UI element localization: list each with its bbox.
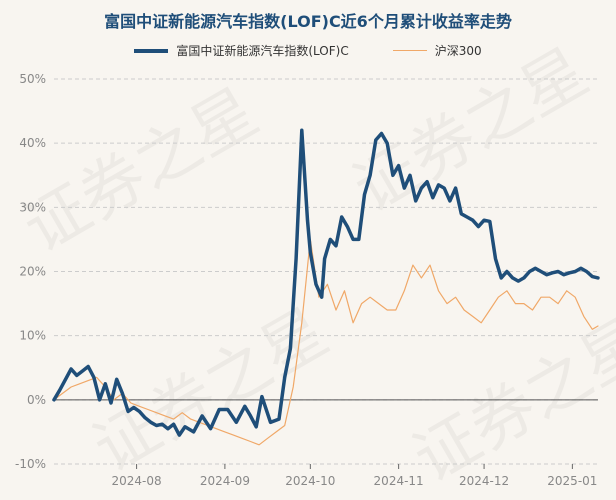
legend-item-fund: 富国中证新能源汽车指数(LOF)C — [134, 42, 349, 59]
y-tick-label: 0% — [27, 393, 46, 407]
legend-item-index: 沪深300 — [392, 42, 482, 59]
y-tick-label: 10% — [19, 329, 46, 343]
x-tick-label: 2024-11 — [374, 474, 424, 488]
legend-swatch-fund — [134, 48, 169, 53]
legend-swatch-index — [392, 49, 427, 52]
chart-title: 富国中证新能源汽车指数(LOF)C近6个月累计收益率走势 — [104, 12, 512, 31]
legend-label-index: 沪深300 — [434, 44, 482, 58]
y-tick-label: 20% — [19, 265, 46, 279]
x-tick-label: 2024-12 — [459, 474, 509, 488]
y-tick-label: 50% — [19, 72, 46, 86]
legend-label-fund: 富国中证新能源汽车指数(LOF)C — [176, 44, 349, 58]
legend: 富国中证新能源汽车指数(LOF)C 沪深300 — [0, 42, 616, 59]
series-line-index — [53, 238, 599, 446]
x-tick-label: 2024-09 — [200, 474, 250, 488]
y-tick-label: 30% — [19, 200, 46, 214]
y-tick-label: -10% — [15, 457, 46, 471]
x-tick-label: 2024-08 — [112, 474, 162, 488]
x-tick-label: 2024-10 — [285, 474, 335, 488]
x-tick-label: 2025-01 — [547, 474, 597, 488]
y-tick-label: 40% — [19, 136, 46, 150]
series-line-fund — [52, 128, 600, 437]
